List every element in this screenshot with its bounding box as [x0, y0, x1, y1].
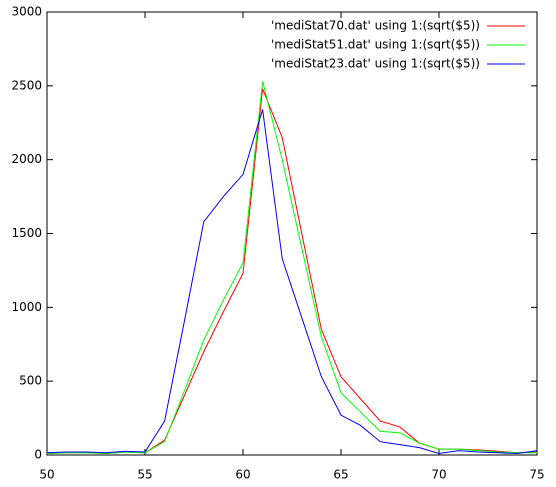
series-line [46, 109, 538, 455]
y-tick-label: 2500 [11, 78, 42, 92]
x-tick-label: 55 [137, 468, 152, 482]
y-tick-label: 500 [19, 374, 42, 388]
x-tick-label: 70 [431, 468, 446, 482]
legend-label: 'mediStat23.dat' using 1:(sqrt($5)) [271, 57, 480, 71]
y-tick-label: 2000 [11, 152, 42, 166]
y-tick-label: 3000 [11, 5, 42, 19]
series-line [46, 81, 537, 455]
x-tick-label: 50 [39, 468, 54, 482]
series-line [46, 88, 538, 455]
legend-label: 'mediStat51.dat' using 1:(sqrt($5)) [271, 38, 480, 52]
legend-label: 'mediStat70.dat' using 1:(sqrt($5)) [271, 19, 480, 33]
plot-border [46, 11, 538, 456]
y-tick-label: 0 [34, 448, 42, 462]
x-tick-label: 60 [235, 468, 250, 482]
x-tick-label: 65 [333, 468, 348, 482]
y-tick-label: 1000 [11, 300, 42, 314]
y-tick-label: 1500 [11, 226, 42, 240]
x-tick-label: 75 [529, 468, 544, 482]
